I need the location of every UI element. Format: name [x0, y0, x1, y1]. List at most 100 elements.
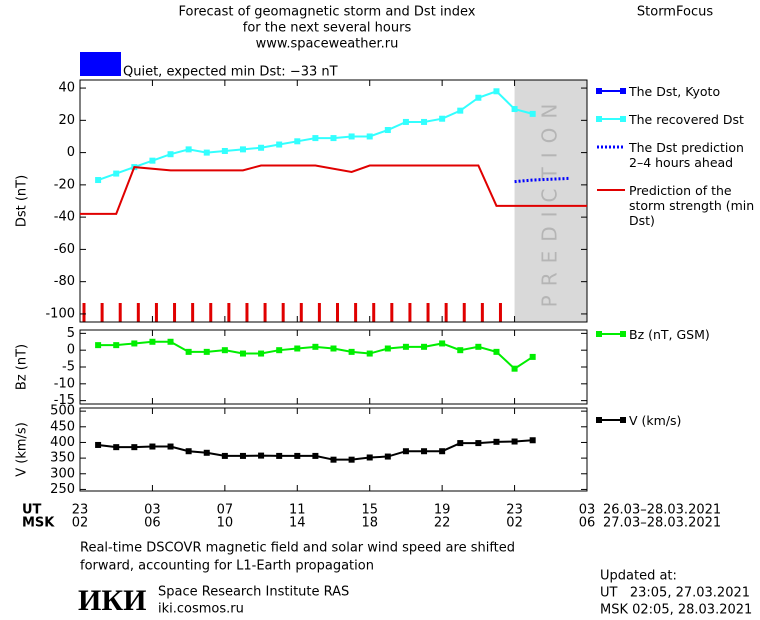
data-point	[294, 138, 301, 145]
y-tick-label: 20	[58, 113, 75, 128]
institute: Space Research Institute RAS	[158, 585, 349, 600]
data-point	[221, 147, 228, 154]
data-point	[421, 448, 428, 455]
legend-entry: Prediction of the storm strength (min Ds…	[595, 183, 757, 228]
note: forward, accounting for L1-Earth propaga…	[80, 559, 374, 574]
plot-area	[80, 80, 587, 322]
plot-frame	[79, 407, 588, 492]
data-point	[167, 338, 174, 345]
data-point	[294, 345, 301, 352]
legend-label: Bz (nT, GSM)	[629, 327, 710, 342]
data-point	[258, 350, 265, 357]
data-point	[402, 343, 409, 350]
data-point	[312, 343, 319, 350]
legend-label: The Dst prediction 2–4 hours ahead	[629, 140, 744, 170]
data-point	[203, 449, 210, 456]
ut-label: UT	[22, 503, 42, 518]
y-tick-label: -10	[54, 376, 75, 391]
data-point	[258, 452, 265, 459]
data-point	[330, 135, 337, 142]
data-point	[475, 343, 482, 350]
x-tick-label: 07	[217, 503, 234, 518]
x-tick-label: 22	[434, 516, 451, 531]
site: iki.cosmos.ru	[158, 602, 244, 617]
legend-entry: The Dst prediction 2–4 hours ahead	[595, 140, 757, 170]
legend-swatch	[596, 417, 626, 423]
legend-label: The recovered Dst	[629, 112, 744, 127]
y-tick-label: -5	[62, 360, 75, 375]
series-line	[80, 164, 587, 215]
data-point	[149, 157, 156, 164]
x-tick-label: 23	[72, 503, 89, 518]
plot-frame	[79, 79, 588, 323]
data-point	[402, 448, 409, 455]
legend-marker	[620, 417, 626, 423]
data-point	[149, 338, 156, 345]
data-point	[149, 443, 156, 450]
y-tick-label: -100	[45, 306, 75, 321]
data-point	[366, 133, 373, 140]
data-point	[276, 452, 283, 459]
data-point	[421, 118, 428, 125]
data-point	[348, 456, 355, 463]
data-point	[330, 345, 337, 352]
y-tick-label: 300	[50, 466, 75, 481]
data-point	[348, 348, 355, 355]
legend-marker	[596, 417, 602, 423]
data-point	[95, 441, 102, 448]
data-point	[221, 452, 228, 459]
legend-label: V (km/s)	[629, 413, 682, 428]
status-box	[80, 52, 121, 76]
data-point	[439, 448, 446, 455]
updated-msk: MSK 02:05, 28.03.2021	[600, 603, 752, 618]
data-point	[402, 118, 409, 125]
data-point	[113, 342, 120, 349]
y-axis-label: Bz (nT)	[15, 344, 30, 390]
plot-area	[80, 408, 587, 491]
data-point	[276, 141, 283, 148]
y-axis-label: Dst (nT)	[15, 175, 30, 227]
title-line: Forecast of geomagnetic storm and Dst in…	[178, 5, 475, 20]
data-point	[493, 88, 500, 95]
data-point	[366, 454, 373, 461]
data-point	[493, 438, 500, 445]
data-point	[185, 146, 192, 153]
legend-marker	[596, 88, 602, 94]
legend-swatch	[597, 189, 625, 191]
data-point	[185, 348, 192, 355]
status: Quiet, expected min Dst: −33 nT	[123, 65, 338, 80]
y-tick-label: -80	[54, 274, 75, 289]
y-tick-label: 400	[50, 435, 75, 450]
legend-entry: The recovered Dst	[595, 112, 757, 127]
legend-swatch	[597, 145, 625, 149]
x-tick-label: 15	[361, 503, 378, 518]
data-point	[203, 149, 210, 156]
legend-entry: The Dst, Kyoto	[595, 84, 757, 99]
y-tick-label: -40	[54, 210, 75, 225]
x-tick-label: 11	[289, 503, 306, 518]
data-point	[366, 350, 373, 357]
data-point	[439, 340, 446, 347]
legend-swatch	[596, 116, 626, 122]
data-point	[258, 144, 265, 151]
data-point	[439, 115, 446, 122]
data-point	[421, 343, 428, 350]
data-point	[457, 440, 464, 447]
msk-range: 27.03–28.03.2021	[603, 516, 721, 531]
logo: ИКИ	[78, 584, 146, 617]
x-tick-label: 03	[144, 503, 161, 518]
y-tick-label: 0	[67, 343, 75, 358]
data-point	[113, 444, 120, 451]
x-tick-label: 23	[506, 503, 523, 518]
data-point	[95, 342, 102, 349]
data-point	[348, 133, 355, 140]
data-point	[457, 347, 464, 354]
data-point	[167, 151, 174, 158]
data-point	[511, 365, 518, 372]
legend-entry: Bz (nT, GSM)	[595, 327, 757, 342]
data-point	[457, 107, 464, 114]
legend-swatch	[596, 88, 626, 94]
data-point	[221, 347, 228, 354]
y-tick-label: 500	[50, 404, 75, 419]
